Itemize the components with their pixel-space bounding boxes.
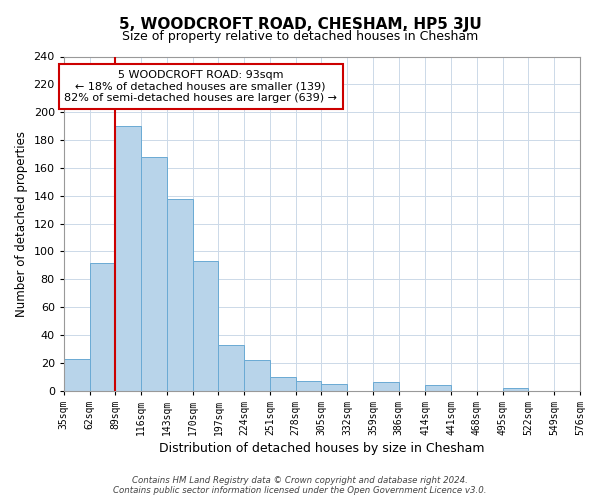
Bar (218, 345, 244, 391)
Bar (373, 382, 399, 391)
Bar (115, 126, 141, 391)
Bar (322, 384, 347, 391)
Bar (193, 261, 218, 391)
Bar (425, 385, 451, 391)
Bar (503, 388, 529, 391)
Bar (167, 198, 193, 391)
Text: Contains HM Land Registry data © Crown copyright and database right 2024.
Contai: Contains HM Land Registry data © Crown c… (113, 476, 487, 495)
Bar (64, 358, 89, 391)
Text: 5 WOODCROFT ROAD: 93sqm
← 18% of detached houses are smaller (139)
82% of semi-d: 5 WOODCROFT ROAD: 93sqm ← 18% of detache… (64, 70, 337, 103)
Bar (244, 360, 270, 391)
Text: Size of property relative to detached houses in Chesham: Size of property relative to detached ho… (122, 30, 478, 43)
Bar (89, 262, 115, 391)
Bar (270, 377, 296, 391)
Bar (141, 157, 167, 391)
Bar (296, 381, 322, 391)
Y-axis label: Number of detached properties: Number of detached properties (15, 130, 28, 316)
Text: 5, WOODCROFT ROAD, CHESHAM, HP5 3JU: 5, WOODCROFT ROAD, CHESHAM, HP5 3JU (119, 18, 481, 32)
X-axis label: Distribution of detached houses by size in Chesham: Distribution of detached houses by size … (159, 442, 485, 455)
